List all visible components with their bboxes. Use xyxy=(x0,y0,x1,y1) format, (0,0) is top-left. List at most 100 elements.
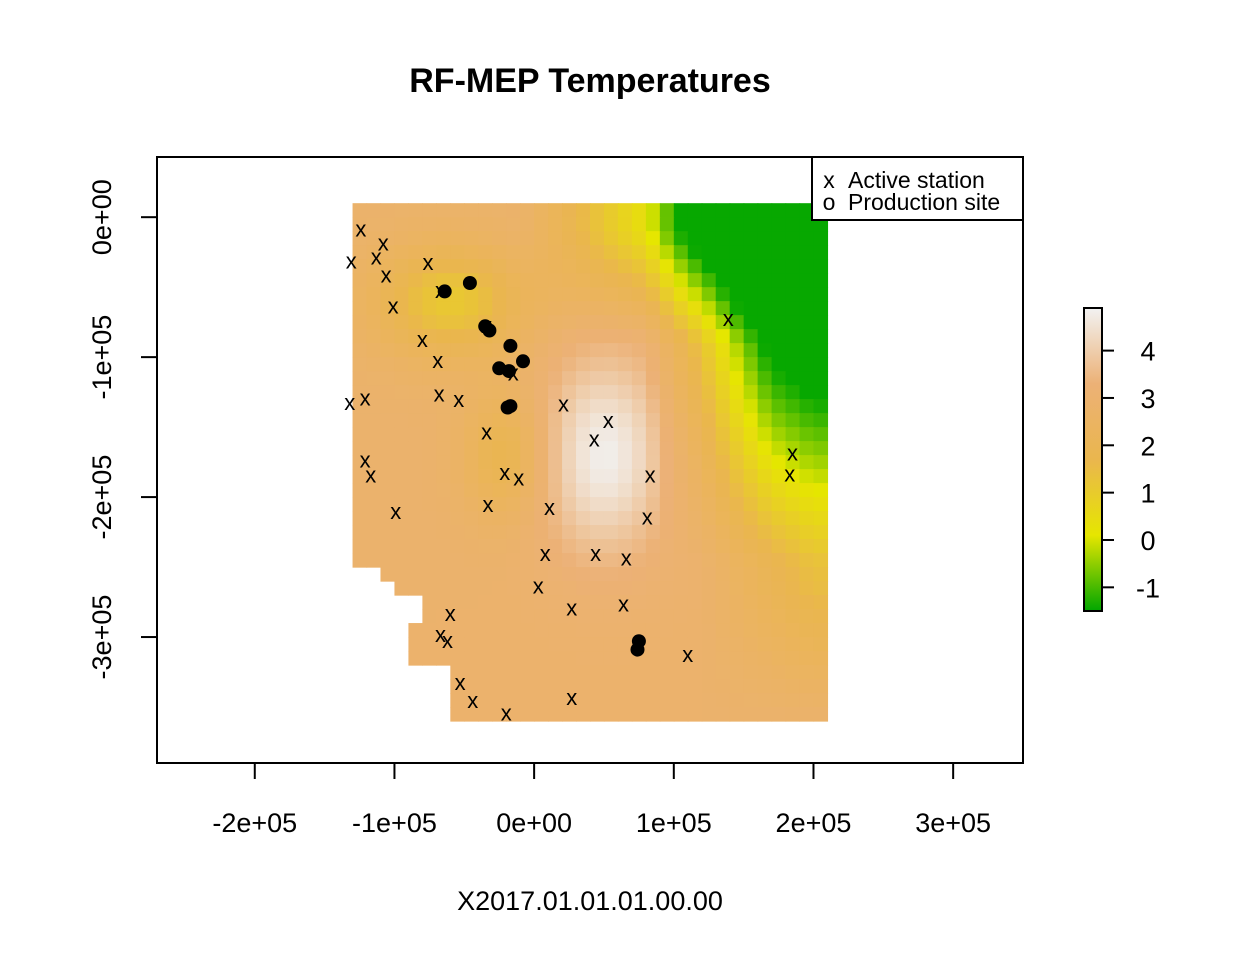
raster-cell xyxy=(352,217,368,232)
raster-cell xyxy=(520,693,535,708)
raster-cell xyxy=(408,651,423,666)
raster-cell xyxy=(687,399,703,414)
colorbar-ramp xyxy=(1083,307,1103,612)
raster-cell xyxy=(352,497,368,512)
raster-cell xyxy=(603,511,619,526)
raster-cell xyxy=(687,203,703,218)
raster-cell xyxy=(617,497,633,512)
raster-cell xyxy=(701,651,717,666)
raster-cell xyxy=(813,469,829,484)
raster-cell xyxy=(548,343,563,358)
raster-cell xyxy=(631,581,647,596)
raster-cell xyxy=(743,595,759,610)
raster-cell xyxy=(645,413,661,428)
raster-cell xyxy=(603,259,619,274)
raster-cell xyxy=(548,469,563,484)
active-station-marker: x xyxy=(499,460,510,485)
colorbar-tick-label: -1 xyxy=(1136,573,1160,603)
raster-cell xyxy=(562,581,577,596)
raster-cell xyxy=(450,693,465,708)
raster-cell xyxy=(631,273,647,288)
raster-cell xyxy=(478,217,493,232)
raster-cell xyxy=(701,623,717,638)
raster-cell xyxy=(408,539,423,554)
raster-cell xyxy=(729,259,745,274)
raster-cell xyxy=(548,371,563,386)
raster-cell xyxy=(534,357,549,372)
raster-cell xyxy=(464,455,479,470)
raster-cell xyxy=(673,399,689,414)
raster-cell xyxy=(617,665,633,680)
raster-cell xyxy=(603,287,619,302)
raster-cell xyxy=(715,273,731,288)
raster-cell xyxy=(380,441,396,456)
raster-cell xyxy=(701,679,717,694)
raster-cell xyxy=(422,273,437,288)
raster-cell xyxy=(492,553,507,568)
raster-cell xyxy=(492,231,507,246)
raster-cell xyxy=(743,343,759,358)
raster-cell xyxy=(785,217,801,232)
raster-cell xyxy=(799,539,815,554)
raster-cell xyxy=(729,315,745,330)
raster-cell xyxy=(352,287,368,302)
raster-cell xyxy=(562,553,577,568)
raster-cell xyxy=(673,707,689,722)
raster-cell xyxy=(478,441,493,456)
raster-cell xyxy=(366,231,382,246)
raster-cell xyxy=(729,427,745,442)
raster-cell xyxy=(659,259,675,274)
raster-cell xyxy=(659,525,675,540)
raster-cell xyxy=(645,371,661,386)
raster-cell xyxy=(743,623,759,638)
raster-cell xyxy=(520,525,535,540)
raster-cell xyxy=(422,385,437,400)
raster-cell xyxy=(562,357,577,372)
raster-cell xyxy=(562,385,577,400)
raster-cell xyxy=(785,413,801,428)
raster-cell xyxy=(687,651,703,666)
raster-cell xyxy=(659,329,675,344)
raster-cell xyxy=(548,287,563,302)
raster-cell xyxy=(673,371,689,386)
raster-cell xyxy=(757,693,773,708)
raster-cell xyxy=(394,203,410,218)
raster-cell xyxy=(450,287,465,302)
raster-cell xyxy=(492,245,507,260)
raster-cell xyxy=(478,245,493,260)
raster-cell xyxy=(506,539,521,554)
raster-cell xyxy=(785,329,801,344)
active-station-marker: x xyxy=(508,361,519,386)
raster-cell xyxy=(743,287,759,302)
raster-cell xyxy=(617,273,633,288)
raster-cell xyxy=(464,217,479,232)
raster-cell xyxy=(464,385,479,400)
raster-cell xyxy=(464,567,479,582)
raster-cell xyxy=(352,427,368,442)
raster-cell xyxy=(562,371,577,386)
raster-cell xyxy=(562,693,577,708)
raster-cell xyxy=(813,483,829,498)
raster-cell xyxy=(380,287,396,302)
raster-cell xyxy=(617,315,633,330)
raster-cell xyxy=(436,497,451,512)
raster-cell xyxy=(380,469,396,484)
raster-cell xyxy=(617,203,633,218)
raster-cell xyxy=(715,707,731,722)
raster-cell xyxy=(757,665,773,680)
raster-cell xyxy=(548,581,563,596)
raster-cell xyxy=(492,707,507,722)
raster-cell xyxy=(590,581,605,596)
raster-cell xyxy=(562,287,577,302)
raster-cell xyxy=(590,315,605,330)
raster-cell xyxy=(659,483,675,498)
raster-cell xyxy=(631,609,647,624)
raster-cell xyxy=(436,273,451,288)
raster-cell xyxy=(715,623,731,638)
raster-cell xyxy=(548,455,563,470)
raster-cell xyxy=(659,273,675,288)
raster-cell xyxy=(743,609,759,624)
raster-cell xyxy=(645,651,661,666)
raster-cell xyxy=(408,525,423,540)
raster-cell xyxy=(757,245,773,260)
